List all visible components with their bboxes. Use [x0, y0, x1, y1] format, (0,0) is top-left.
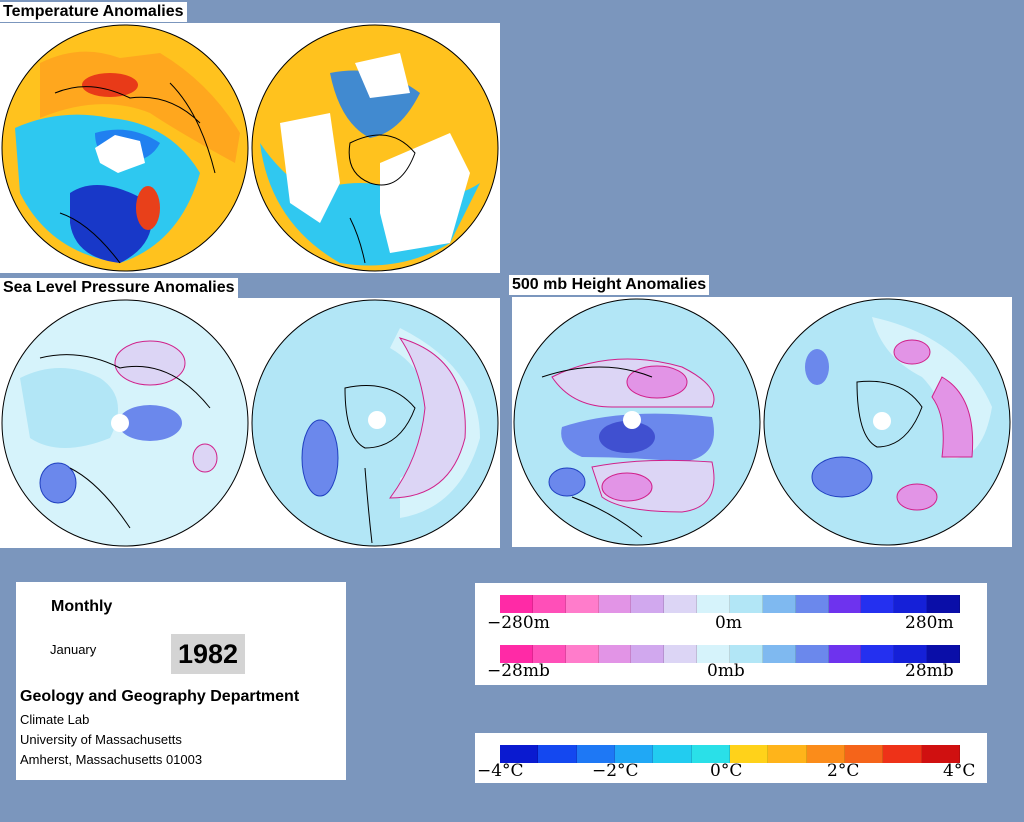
- temperature-colorbar-swatch: [729, 745, 769, 763]
- pressure-colorbar-swatch: [697, 645, 731, 663]
- anomaly-legend: −280m 0m 280m −28mb 0mb 28mb: [475, 583, 987, 685]
- pressure-right-tick: 28mb: [905, 661, 954, 681]
- pressure-colorbar-swatch: [730, 645, 763, 663]
- address-label: Amherst, Massachusetts 01003: [20, 752, 203, 767]
- pressure-colorbar-swatch: [598, 645, 632, 663]
- pressure-colorbar-swatch: [664, 645, 698, 663]
- height-colorbar-swatch: [730, 595, 763, 613]
- height-colorbar-swatch: [598, 595, 632, 613]
- height-colorbar-swatch: [565, 595, 599, 613]
- pressure-colorbar: [500, 645, 961, 663]
- temperature-tick-4: 2°C: [827, 761, 860, 781]
- temperature-colorbar-swatch: [768, 745, 807, 763]
- department-label: Geology and Geography Department: [20, 688, 300, 705]
- pressure-colorbar-swatch: [762, 645, 796, 663]
- temperature-tick-1: −4°C: [477, 761, 524, 781]
- temperature-colorbar-swatch: [500, 745, 539, 763]
- temperature-colorbar-swatch: [653, 745, 692, 763]
- month-label: January: [50, 642, 97, 657]
- height-right-tick: 280m: [905, 613, 954, 633]
- pressure-colorbar-swatch: [927, 645, 961, 663]
- height-colorbar-swatch: [762, 595, 796, 613]
- pressure-colorbar-swatch: [894, 645, 928, 663]
- height500-north-globe: [513, 298, 761, 546]
- temperature-colorbar-swatch: [538, 745, 577, 763]
- height-colorbar-swatch: [795, 595, 829, 613]
- height500-south-globe: [763, 298, 1011, 546]
- height500-title: 500 mb Height Anomalies: [509, 275, 710, 295]
- university-label: University of Massachusetts: [20, 732, 182, 747]
- temperature-colorbar-swatch: [576, 745, 615, 763]
- temperature-tick-3: 0°C: [710, 761, 743, 781]
- temperature-title: Temperature Anomalies: [0, 2, 187, 22]
- temperature-north-globe: [1, 24, 249, 272]
- height-colorbar-swatch: [927, 595, 961, 613]
- lab-label: Climate Lab: [20, 712, 90, 727]
- pressure-mid-tick: 0mb: [707, 661, 745, 681]
- temperature-colorbar-swatch: [883, 745, 922, 763]
- year-display: 1982: [171, 634, 245, 674]
- temperature-south-globe: [251, 24, 499, 272]
- slp-north-globe: [1, 299, 249, 547]
- temperature-colorbar-swatch: [844, 745, 884, 763]
- pressure-colorbar-swatch: [532, 645, 566, 663]
- temperature-colorbar-swatch: [806, 745, 845, 763]
- height-mid-tick: 0m: [715, 613, 742, 633]
- temperature-colorbar-swatch: [921, 745, 960, 763]
- pressure-colorbar-swatch: [500, 645, 533, 663]
- period-label: Monthly: [51, 598, 113, 615]
- height-colorbar: [500, 595, 961, 613]
- height-colorbar-swatch: [532, 595, 566, 613]
- height-colorbar-swatch: [631, 595, 665, 613]
- temperature-colorbar: [500, 745, 960, 763]
- pressure-colorbar-swatch: [565, 645, 599, 663]
- height-left-tick: −280m: [487, 613, 550, 633]
- pressure-colorbar-swatch: [861, 645, 895, 663]
- height-colorbar-swatch: [861, 595, 895, 613]
- height-colorbar-swatch: [828, 595, 862, 613]
- info-panel: Monthly January 1982 Geology and Geograp…: [16, 582, 346, 780]
- temperature-colorbar-swatch: [614, 745, 654, 763]
- slp-title: Sea Level Pressure Anomalies: [0, 278, 238, 298]
- height-colorbar-swatch: [894, 595, 928, 613]
- pressure-colorbar-swatch: [795, 645, 829, 663]
- height-colorbar-swatch: [500, 595, 533, 613]
- slp-south-globe: [251, 299, 499, 547]
- height-colorbar-swatch: [664, 595, 698, 613]
- height-colorbar-swatch: [697, 595, 731, 613]
- temperature-legend: −4°C −2°C 0°C 2°C 4°C: [475, 733, 987, 783]
- pressure-colorbar-swatch: [631, 645, 665, 663]
- pressure-colorbar-swatch: [828, 645, 862, 663]
- pressure-left-tick: −28mb: [487, 661, 550, 681]
- temperature-colorbar-swatch: [691, 745, 730, 763]
- temperature-tick-2: −2°C: [592, 761, 639, 781]
- temperature-tick-5: 4°C: [943, 761, 976, 781]
